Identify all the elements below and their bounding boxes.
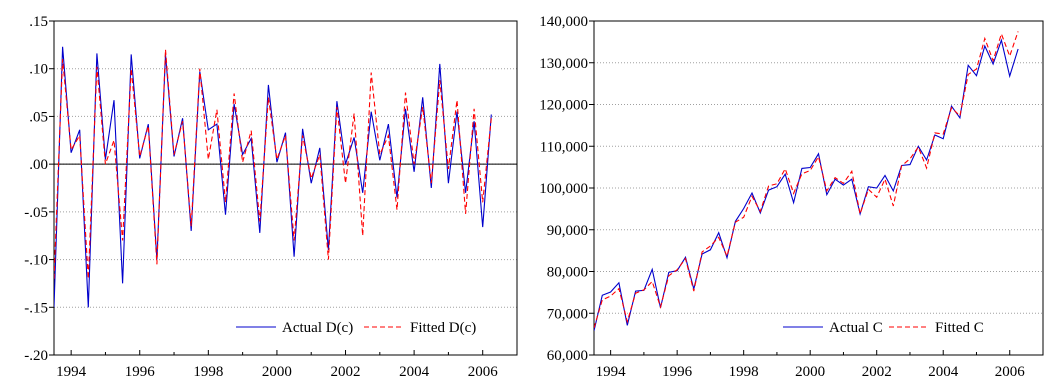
x-tick-label: 2002 [862,364,892,380]
x-tick-label: 1994 [596,364,627,380]
x-tick-label: 1994 [56,364,87,380]
legend-label: Fitted C [935,320,984,336]
y-tick-label: -.20 [24,348,48,364]
y-tick-label: .00 [29,157,48,173]
series-line-fitted [54,49,492,279]
y-tick-label: 100,000 [539,181,588,197]
x-tick-label: 2002 [331,364,361,380]
y-tick-label: 90,000 [547,223,588,239]
y-tick-label: -.15 [24,300,48,316]
y-tick-label: .05 [29,109,48,125]
series-line-actual [54,46,492,308]
x-tick-label: 2004 [928,364,959,380]
y-tick-label: -.05 [24,205,48,221]
y-tick-label: 120,000 [539,98,588,114]
level-chart: 60,000 70,000 80,000 90,000 100,000 110,000 12… [539,14,1044,380]
x-tick-label: 2000 [262,364,292,380]
y-tick-label: 80,000 [547,265,588,281]
y-tick-label: .10 [29,62,48,78]
plot-frame [53,20,518,356]
y-tick-label: 70,000 [547,306,588,322]
y-tick-label: 130,000 [539,56,588,72]
x-tick-label: 1998 [729,364,759,380]
x-tick-label: 1996 [662,364,693,380]
y-tick-label: 60,000 [547,348,588,364]
series-line-actual [594,38,1019,331]
y-tick-label: -.10 [24,253,48,269]
x-tick-label: 2006 [995,364,1026,380]
x-tick-label: 1996 [125,364,156,380]
legend-label: Fitted D(c) [410,320,476,336]
x-tick-label: 2004 [399,364,430,380]
x-tick-label: 1998 [193,364,223,380]
dc-chart: .15 .10 .05 .00 -.05 -.10 -.15 -.20 1994 1996 1998… [24,14,518,380]
legend-label: Actual C [829,320,883,336]
y-tick-label: 140,000 [539,14,588,30]
x-tick-label: 2000 [795,364,825,380]
y-tick-label: .15 [29,14,48,30]
x-tick-label: 2006 [468,364,499,380]
series-line-fitted [594,31,1019,329]
y-tick-label: 110,000 [540,139,588,155]
legend-label: Actual D(c) [282,320,353,336]
